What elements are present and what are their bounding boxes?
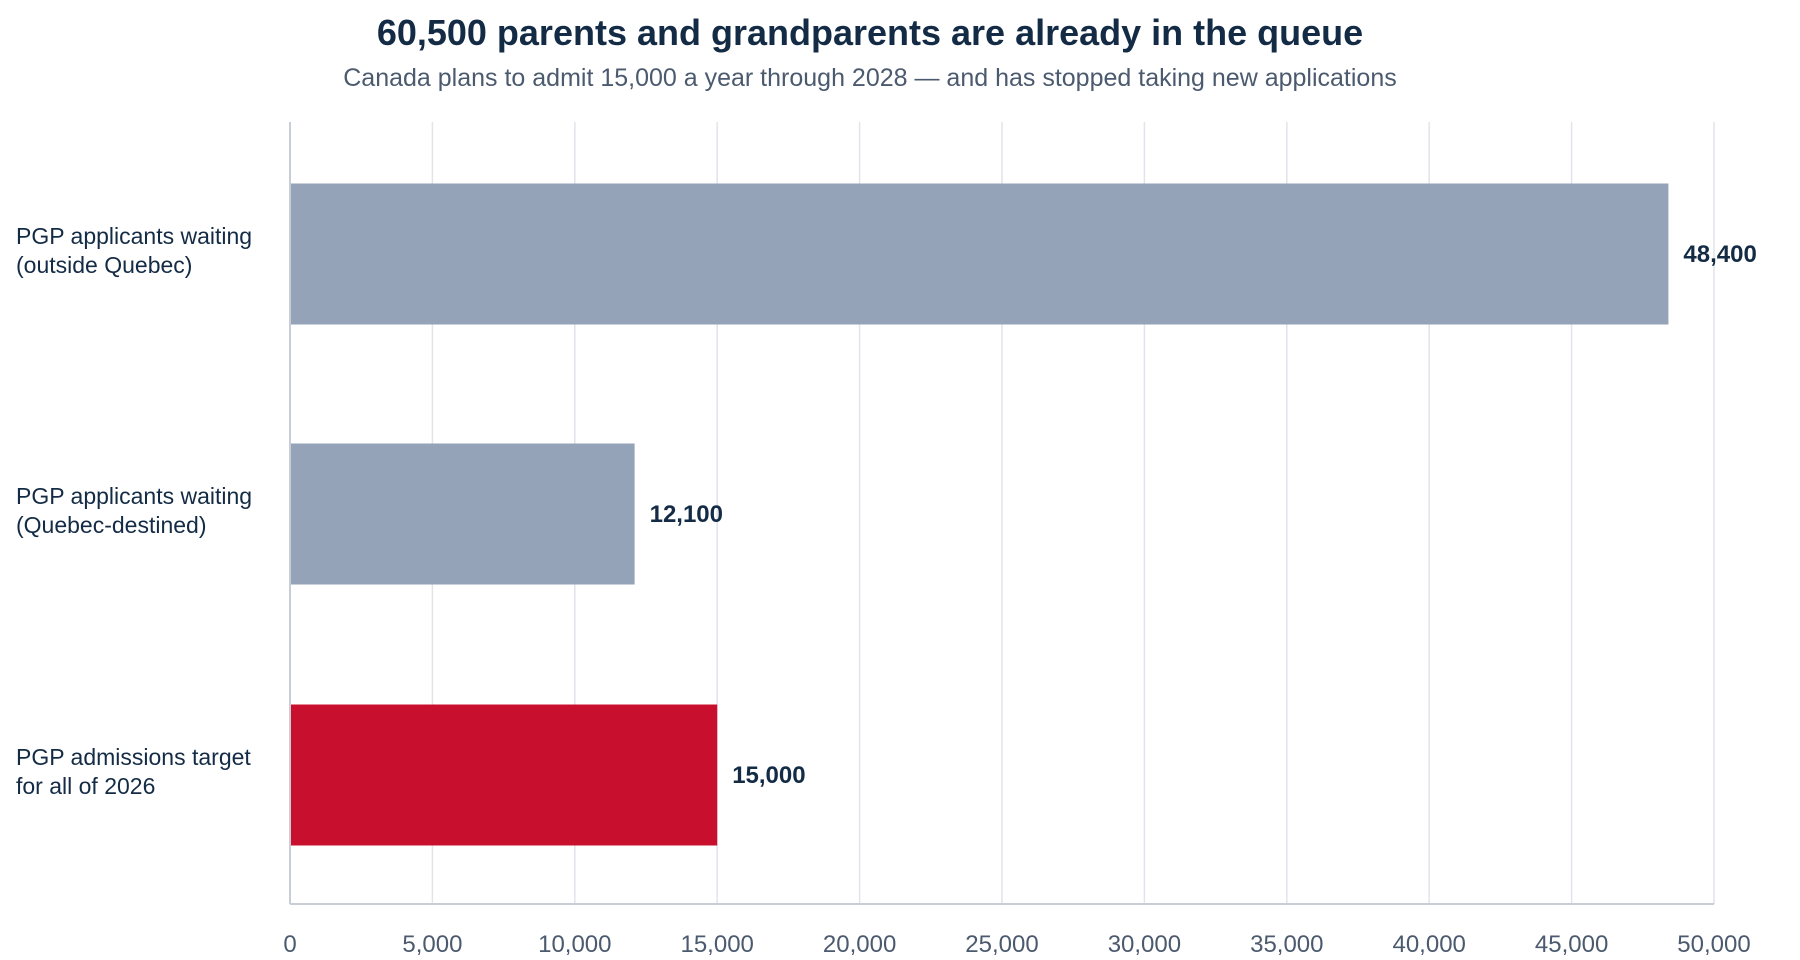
x-tick-label: 50,000 (1677, 931, 1750, 958)
x-tick-label: 5,000 (402, 931, 462, 958)
category-label: PGP applicants waiting (Quebec-destined) (16, 483, 252, 538)
category-label-line: (Quebec-destined) (16, 512, 207, 538)
chart-title: 60,500 parents and grandparents are alre… (376, 12, 1364, 53)
category-label: PGP applicants waiting (outside Quebec) (16, 223, 252, 278)
x-tick-label: 25,000 (965, 931, 1038, 958)
x-tick-label: 15,000 (680, 931, 753, 958)
x-tick-label: 30,000 (1108, 931, 1181, 958)
x-tick-label: 0 (283, 931, 296, 958)
category-label-line: PGP applicants waiting (16, 483, 252, 509)
x-tick-label: 20,000 (823, 931, 896, 958)
category-label: PGP admissions target for all of 2026 (16, 744, 251, 799)
bar (290, 183, 1669, 325)
value-label: 15,000 (732, 762, 805, 789)
x-tick-label: 10,000 (538, 931, 611, 958)
x-tick-label: 35,000 (1250, 931, 1323, 958)
bar (290, 704, 718, 846)
labels: 0 5,000 10,000 15,000 20,000 25,000 30,000 35,0… (16, 223, 1757, 958)
value-label: 12,100 (650, 501, 723, 528)
category-label-line: PGP applicants waiting (16, 223, 252, 249)
bar (290, 443, 635, 585)
value-label: 48,400 (1683, 241, 1756, 268)
category-label-line: PGP admissions target (16, 744, 251, 770)
x-tick-label: 45,000 (1535, 931, 1608, 958)
x-tick-label: 40,000 (1392, 931, 1465, 958)
bars (290, 183, 1669, 846)
category-label-line: (outside Quebec) (16, 252, 192, 278)
chart-subtitle: Canada plans to admit 15,000 a year thro… (343, 64, 1397, 92)
category-label-line: for all of 2026 (16, 773, 155, 799)
axes (289, 122, 1714, 905)
